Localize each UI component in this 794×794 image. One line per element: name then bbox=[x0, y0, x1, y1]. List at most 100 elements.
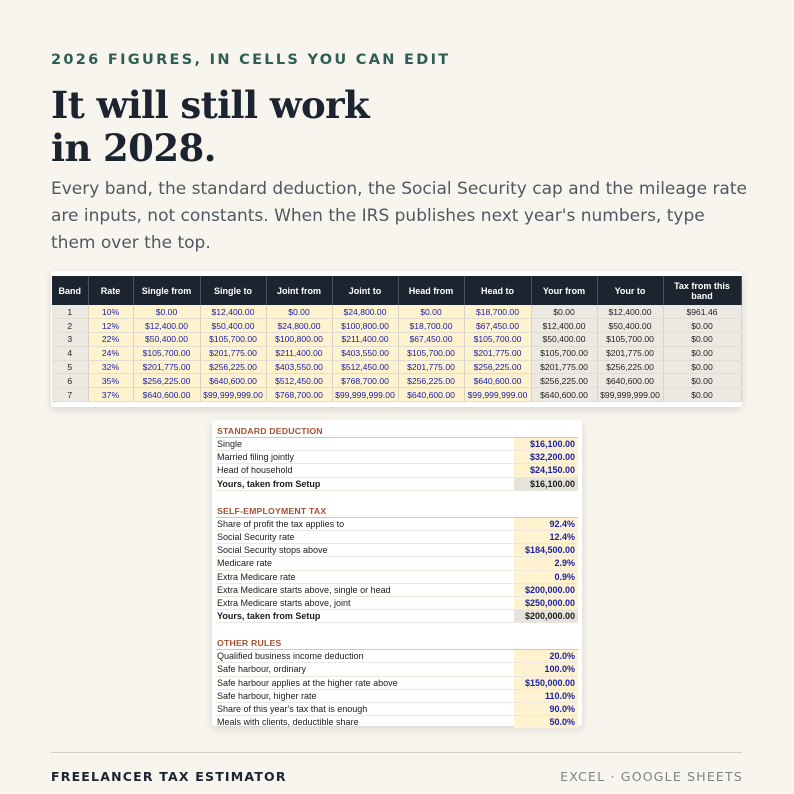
editable-cell[interactable]: $640,600.00 bbox=[133, 387, 201, 403]
editable-cell[interactable]: 22% bbox=[88, 332, 134, 347]
editable-value[interactable]: 92.4% bbox=[514, 517, 578, 530]
editable-value[interactable]: 20.0% bbox=[514, 650, 578, 663]
editable-cell[interactable]: $201,775.00 bbox=[200, 346, 267, 361]
setting-label: Extra Medicare rate bbox=[217, 571, 296, 582]
editable-cell[interactable]: $512,450.00 bbox=[332, 360, 399, 375]
setting-label: Extra Medicare starts above, joint bbox=[217, 597, 351, 608]
editable-cell[interactable]: $99,999,999.00 bbox=[200, 387, 267, 403]
editable-cell[interactable]: 37% bbox=[88, 387, 134, 403]
editable-value[interactable]: $32,200.00 bbox=[514, 451, 578, 464]
editable-cell[interactable]: $201,775.00 bbox=[398, 360, 465, 375]
editable-value[interactable]: 100.0% bbox=[514, 663, 578, 676]
editable-cell[interactable]: $67,450.00 bbox=[398, 332, 465, 347]
editable-value[interactable]: 90.0% bbox=[514, 703, 578, 716]
editable-value[interactable]: 12.4% bbox=[514, 530, 578, 544]
editable-value[interactable]: 0.9% bbox=[514, 570, 578, 583]
editable-cell[interactable]: 32% bbox=[88, 360, 134, 375]
editable-cell[interactable]: $512,450.00 bbox=[266, 373, 333, 389]
editable-cell[interactable]: $105,700.00 bbox=[200, 332, 267, 347]
editable-cell[interactable]: $99,999,999.00 bbox=[332, 387, 399, 403]
editable-cell[interactable]: $256,225.00 bbox=[200, 360, 267, 375]
setting-row: Social Security stops above $184,500.00 bbox=[216, 544, 578, 558]
other-rules-section: OTHER RULES Qualified business income de… bbox=[216, 636, 578, 730]
calculated-cell: $0.00 bbox=[663, 360, 742, 375]
editable-cell[interactable]: $105,700.00 bbox=[398, 346, 465, 361]
editable-value[interactable]: $16,100.00 bbox=[514, 438, 578, 451]
editable-cell[interactable]: $256,225.00 bbox=[464, 360, 532, 375]
editable-cell[interactable]: $0.00 bbox=[133, 305, 201, 320]
column-header-rate: Rate bbox=[88, 276, 134, 305]
headline-line-2: in 2028. bbox=[51, 126, 217, 170]
setting-label: Extra Medicare starts above, single or h… bbox=[217, 584, 391, 595]
column-header-head-to: Head to bbox=[464, 276, 532, 305]
editable-cell[interactable]: $256,225.00 bbox=[398, 373, 465, 389]
editable-cell[interactable]: $211,400.00 bbox=[266, 346, 333, 361]
band-number-cell: 4 bbox=[52, 346, 89, 361]
editable-cell[interactable]: $100,800.00 bbox=[266, 332, 333, 347]
editable-value[interactable]: 50.0% bbox=[514, 716, 578, 729]
editable-value[interactable]: $150,000.00 bbox=[514, 676, 578, 689]
editable-value[interactable]: $184,500.00 bbox=[514, 544, 578, 557]
table-row: 4 24% $105,700.00 $201,775.00 $211,400.00 $40… bbox=[52, 346, 742, 361]
setting-row: Extra Medicare starts above, single or h… bbox=[216, 583, 578, 597]
setting-row: Extra Medicare rate 0.9% bbox=[216, 570, 578, 584]
editable-cell[interactable]: $768,700.00 bbox=[266, 387, 333, 403]
editable-cell[interactable]: $640,600.00 bbox=[464, 373, 532, 389]
editable-cell[interactable]: $201,775.00 bbox=[133, 360, 201, 375]
editable-cell[interactable]: $105,700.00 bbox=[464, 332, 532, 347]
eyebrow-text: 2026 FIGURES, IN CELLS YOU CAN EDIT bbox=[51, 52, 451, 68]
editable-cell[interactable]: $640,600.00 bbox=[398, 387, 465, 403]
editable-cell[interactable]: $201,775.00 bbox=[464, 346, 532, 361]
editable-value[interactable]: 2.9% bbox=[514, 557, 578, 570]
editable-value[interactable]: 110.0% bbox=[514, 689, 578, 702]
editable-cell[interactable]: $403,550.00 bbox=[266, 360, 333, 375]
setting-label: Yours, taken from Setup bbox=[217, 478, 321, 489]
editable-cell[interactable]: $99,999,999.00 bbox=[464, 387, 532, 403]
table-row: 7 37% $640,600.00 $99,999,999.00 $768,700.00… bbox=[52, 387, 742, 403]
column-header-joint-to: Joint to bbox=[332, 276, 399, 305]
calculated-cell: $0.00 bbox=[663, 318, 742, 334]
editable-value[interactable]: $24,150.00 bbox=[514, 464, 578, 477]
setting-row: Single $16,100.00 bbox=[216, 438, 578, 452]
table-row: 1 10% $0.00 $12,400.00 $0.00 $24,800.00 $0.00 $… bbox=[52, 305, 742, 320]
editable-cell[interactable]: $24,800.00 bbox=[332, 305, 399, 320]
standard-deduction-rows: Single $16,100.00 Married filing jointly $3… bbox=[216, 438, 578, 491]
setting-row: Safe harbour, higher rate 110.0% bbox=[216, 689, 578, 703]
calculated-value: $16,100.00 bbox=[514, 477, 578, 490]
editable-cell[interactable]: $640,600.00 bbox=[200, 373, 267, 389]
editable-cell[interactable]: $403,550.00 bbox=[332, 346, 399, 361]
editable-cell[interactable]: 35% bbox=[88, 373, 134, 389]
setting-label: Medicare rate bbox=[217, 558, 273, 569]
editable-cell[interactable]: $105,700.00 bbox=[133, 346, 201, 361]
section-title-self-employment: SELF-EMPLOYMENT TAX bbox=[216, 504, 578, 518]
editable-value[interactable]: $200,000.00 bbox=[514, 583, 578, 596]
calculated-cell: $0.00 bbox=[663, 387, 742, 403]
editable-cell[interactable]: 12% bbox=[88, 318, 134, 334]
calculated-cell: $201,775.00 bbox=[597, 346, 664, 361]
editable-cell[interactable]: $0.00 bbox=[266, 305, 333, 320]
column-header-band: Band bbox=[52, 276, 89, 305]
setting-row: Qualified business income deduction 20.0% bbox=[216, 650, 578, 664]
editable-cell[interactable]: $211,400.00 bbox=[332, 332, 399, 347]
editable-cell[interactable]: $67,450.00 bbox=[464, 318, 532, 334]
editable-cell[interactable]: $18,700.00 bbox=[398, 318, 465, 334]
editable-cell[interactable]: $768,700.00 bbox=[332, 373, 399, 389]
calculated-cell: $640,600.00 bbox=[597, 373, 664, 389]
subheading: Every band, the standard deduction, the … bbox=[51, 179, 747, 253]
editable-cell[interactable]: 10% bbox=[88, 305, 134, 320]
editable-cell[interactable]: $50,400.00 bbox=[133, 332, 201, 347]
setting-row: Safe harbour applies at the higher rate … bbox=[216, 676, 578, 690]
setting-row: Yours, taken from Setup $200,000.00 bbox=[216, 610, 578, 624]
setting-label: Meals with clients, deductible share bbox=[217, 717, 359, 728]
editable-cell[interactable]: 24% bbox=[88, 346, 134, 361]
editable-cell[interactable]: $12,400.00 bbox=[200, 305, 267, 320]
editable-cell[interactable]: $100,800.00 bbox=[332, 318, 399, 334]
self-employment-rows: Share of profit the tax applies to 92.4% S… bbox=[216, 517, 578, 624]
editable-cell[interactable]: $256,225.00 bbox=[133, 373, 201, 389]
editable-value[interactable]: $250,000.00 bbox=[514, 596, 578, 610]
editable-cell[interactable]: $18,700.00 bbox=[464, 305, 532, 320]
editable-cell[interactable]: $12,400.00 bbox=[133, 318, 201, 334]
editable-cell[interactable]: $50,400.00 bbox=[200, 318, 267, 334]
editable-cell[interactable]: $24,800.00 bbox=[266, 318, 333, 334]
editable-cell[interactable]: $0.00 bbox=[398, 305, 465, 320]
